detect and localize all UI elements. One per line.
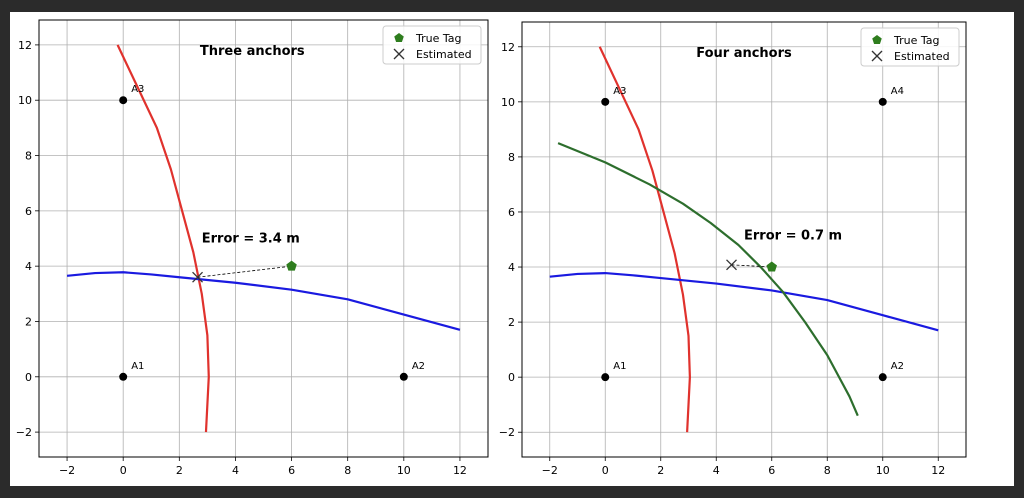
- x-tick-label: 10: [876, 464, 890, 477]
- estimated-marker: [192, 271, 204, 283]
- anchor-point: [878, 373, 887, 382]
- legend-label: True Tag: [893, 34, 939, 47]
- x-tick-label: 12: [453, 464, 467, 477]
- x-tick-label: 8: [824, 464, 831, 477]
- legend-label: Estimated: [894, 50, 950, 63]
- anchor-point: [119, 96, 128, 105]
- x-tick-label: 0: [120, 464, 127, 477]
- y-tick-label: 8: [508, 151, 515, 164]
- x-tick-label: −2: [59, 464, 75, 477]
- error-annotation: Error = 3.4 m: [202, 232, 300, 247]
- range-curve: [598, 46, 691, 433]
- true-tag-marker: [766, 261, 777, 272]
- range-curve: [557, 142, 859, 417]
- x-tick-label: 2: [657, 464, 664, 477]
- true-tag-marker: [286, 260, 297, 271]
- estimated-marker-stroke: [192, 271, 204, 283]
- chart-title: Four anchors: [696, 46, 792, 61]
- y-tick-label: −2: [16, 426, 32, 439]
- x-tick-label: 10: [397, 464, 411, 477]
- y-tick-label: 2: [508, 316, 515, 329]
- anchor-label: A1: [613, 361, 626, 372]
- range-curve: [116, 44, 210, 433]
- legend-box: [382, 25, 482, 65]
- y-tick-label: 4: [508, 261, 515, 274]
- y-tick-label: 0: [508, 371, 515, 384]
- x-tick-label: 0: [602, 464, 609, 477]
- chart-panel-2: −2 0 2 4 6 8 10 12 −2 0 2 4 6 8 10 12 A1 A2 A3 A4 Error = 0.…: [499, 21, 967, 477]
- legend-true-tag-marker: [872, 35, 882, 45]
- y-tick-label: 6: [508, 206, 515, 219]
- x-tick-label: 2: [176, 464, 183, 477]
- y-tick-label: 12: [18, 39, 32, 52]
- anchor-point: [119, 372, 128, 381]
- chart-panel-1: −2 0 2 4 6 8 10 12 −2 0 2 4 6 8 10 12 A1 A2 A3 Error = 3.4 …: [16, 19, 489, 477]
- anchor-point: [878, 97, 887, 106]
- anchor-label: A3: [131, 84, 144, 95]
- y-tick-label: 8: [25, 150, 32, 163]
- x-tick-label: −2: [542, 464, 558, 477]
- legend-box: [860, 27, 960, 67]
- error-line: [731, 264, 772, 268]
- legend-estimated-stroke: [871, 50, 883, 62]
- legend: True Tag Estimated: [860, 27, 960, 67]
- legend-estimated-stroke: [393, 48, 405, 60]
- axes-frame: [521, 21, 967, 458]
- anchor-point: [399, 372, 408, 381]
- y-tick-label: 10: [501, 96, 515, 109]
- anchor-point: [601, 97, 610, 106]
- range-curve: [66, 271, 461, 331]
- legend-estimated-marker: [871, 50, 883, 62]
- y-tick-label: −2: [499, 426, 515, 439]
- legend-estimated-marker: [393, 48, 405, 60]
- legend: True Tag Estimated: [382, 25, 482, 65]
- estimated-marker: [726, 259, 737, 271]
- range-curve: [549, 271, 939, 332]
- estimated-marker-stroke: [726, 259, 737, 271]
- error-line: [197, 265, 292, 278]
- legend-label: Estimated: [416, 48, 472, 61]
- x-tick-label: 4: [232, 464, 239, 477]
- y-tick-label: 10: [18, 94, 32, 107]
- figure-background: [10, 12, 1014, 486]
- error-annotation: Error = 0.7 m: [744, 229, 842, 244]
- axes-frame: [38, 19, 489, 458]
- legend-label: True Tag: [415, 32, 461, 45]
- y-tick-label: 2: [25, 315, 32, 328]
- chart-title: Three anchors: [200, 44, 305, 59]
- anchor-label: A3: [613, 86, 626, 97]
- x-tick-label: 6: [288, 464, 295, 477]
- legend-true-tag-marker: [394, 33, 404, 43]
- y-tick-label: 0: [25, 371, 32, 384]
- anchor-point: [601, 373, 610, 382]
- x-tick-label: 4: [713, 464, 720, 477]
- x-tick-label: 12: [931, 464, 945, 477]
- anchor-label: A2: [412, 361, 425, 372]
- anchor-label: A2: [891, 361, 904, 372]
- y-tick-label: 12: [501, 41, 515, 54]
- x-tick-label: 6: [768, 464, 775, 477]
- y-tick-label: 6: [25, 205, 32, 218]
- x-tick-label: 8: [344, 464, 351, 477]
- y-tick-label: 4: [25, 260, 32, 273]
- anchor-label: A1: [131, 361, 144, 372]
- anchor-label: A4: [891, 86, 904, 97]
